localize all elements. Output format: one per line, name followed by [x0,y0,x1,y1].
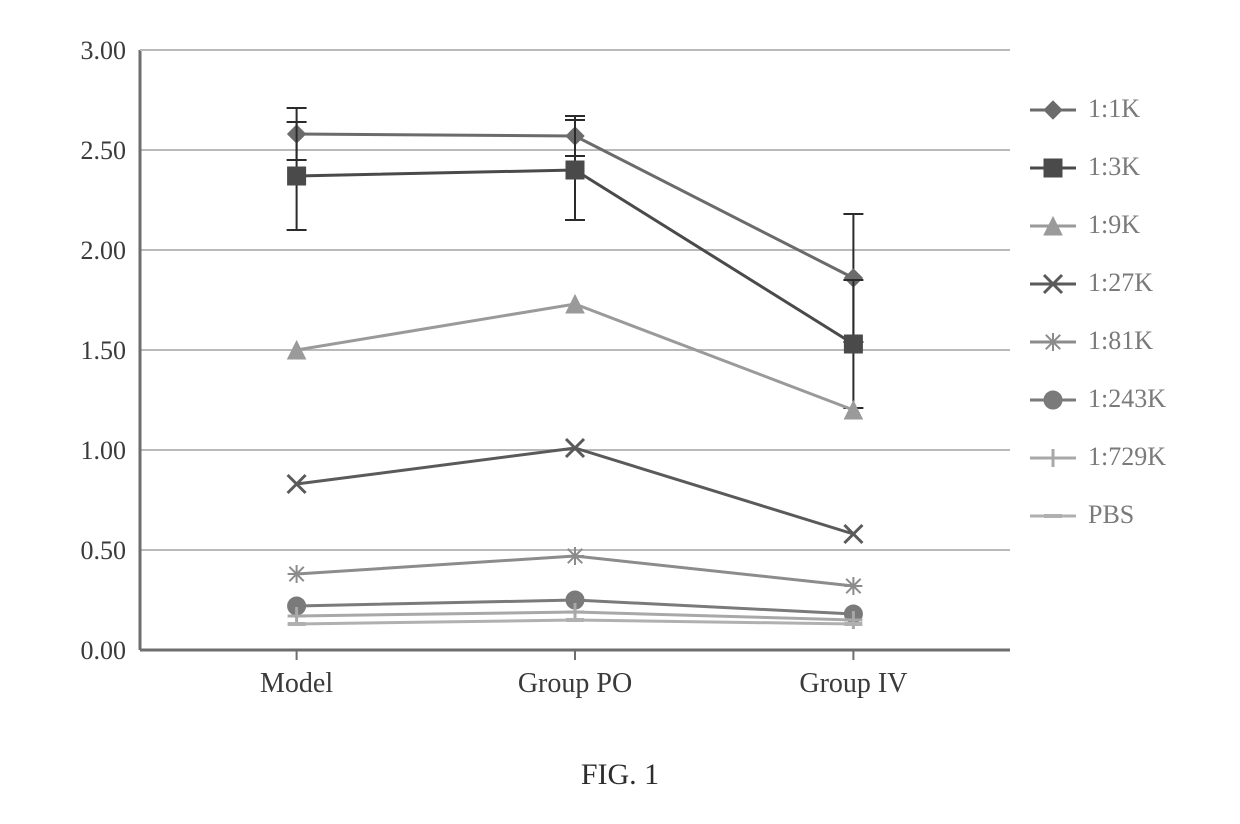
legend-label: PBS [1088,500,1134,529]
legend-label: 1:27K [1088,268,1153,297]
svg-text:2.50: 2.50 [81,136,127,165]
legend-label: 1:1K [1088,94,1140,123]
legend-label: 1:9K [1088,210,1140,239]
legend-label: 1:729K [1088,442,1166,471]
caption-text: FIG. 1 [581,758,659,791]
svg-text:0.00: 0.00 [81,636,127,665]
svg-text:1.00: 1.00 [81,436,127,465]
figure-caption: FIG. 1 [0,758,1240,792]
legend-label: 1:3K [1088,152,1140,181]
svg-text:0.50: 0.50 [81,536,127,565]
svg-text:1.50: 1.50 [81,336,127,365]
svg-text:Group PO: Group PO [518,668,632,699]
svg-text:2.00: 2.00 [81,236,127,265]
legend-label: 1:243K [1088,384,1166,413]
page-container: { "chart": { "type": "line", "width_px":… [0,0,1240,824]
line-chart: 0.00 0.50 1.00 1.50 2.00 2.50 3.00 Model Group P… [30,30,1210,730]
svg-text:Group IV: Group IV [799,668,907,699]
svg-text:3.00: 3.00 [81,36,127,65]
svg-text:Model: Model [260,668,333,699]
chart-container: 0.00 0.50 1.00 1.50 2.00 2.50 3.00 Model Group P… [30,30,1210,730]
legend-label: 1:81K [1088,326,1153,355]
